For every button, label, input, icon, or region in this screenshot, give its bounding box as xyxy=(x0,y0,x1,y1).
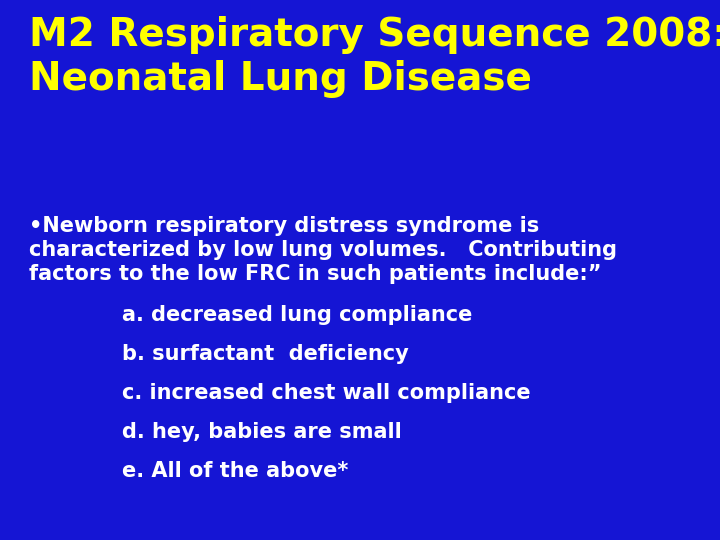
Text: d. hey, babies are small: d. hey, babies are small xyxy=(122,422,402,442)
Text: •Newborn respiratory distress syndrome is
characterized by low lung volumes.   C: •Newborn respiratory distress syndrome i… xyxy=(29,216,617,284)
Text: c. increased chest wall compliance: c. increased chest wall compliance xyxy=(122,383,531,403)
Text: a. decreased lung compliance: a. decreased lung compliance xyxy=(122,305,473,325)
Text: M2 Respiratory Sequence 2008:
Neonatal Lung Disease: M2 Respiratory Sequence 2008: Neonatal L… xyxy=(29,16,720,98)
Text: e. All of the above*: e. All of the above* xyxy=(122,461,348,481)
Text: b. surfactant  deficiency: b. surfactant deficiency xyxy=(122,344,409,364)
